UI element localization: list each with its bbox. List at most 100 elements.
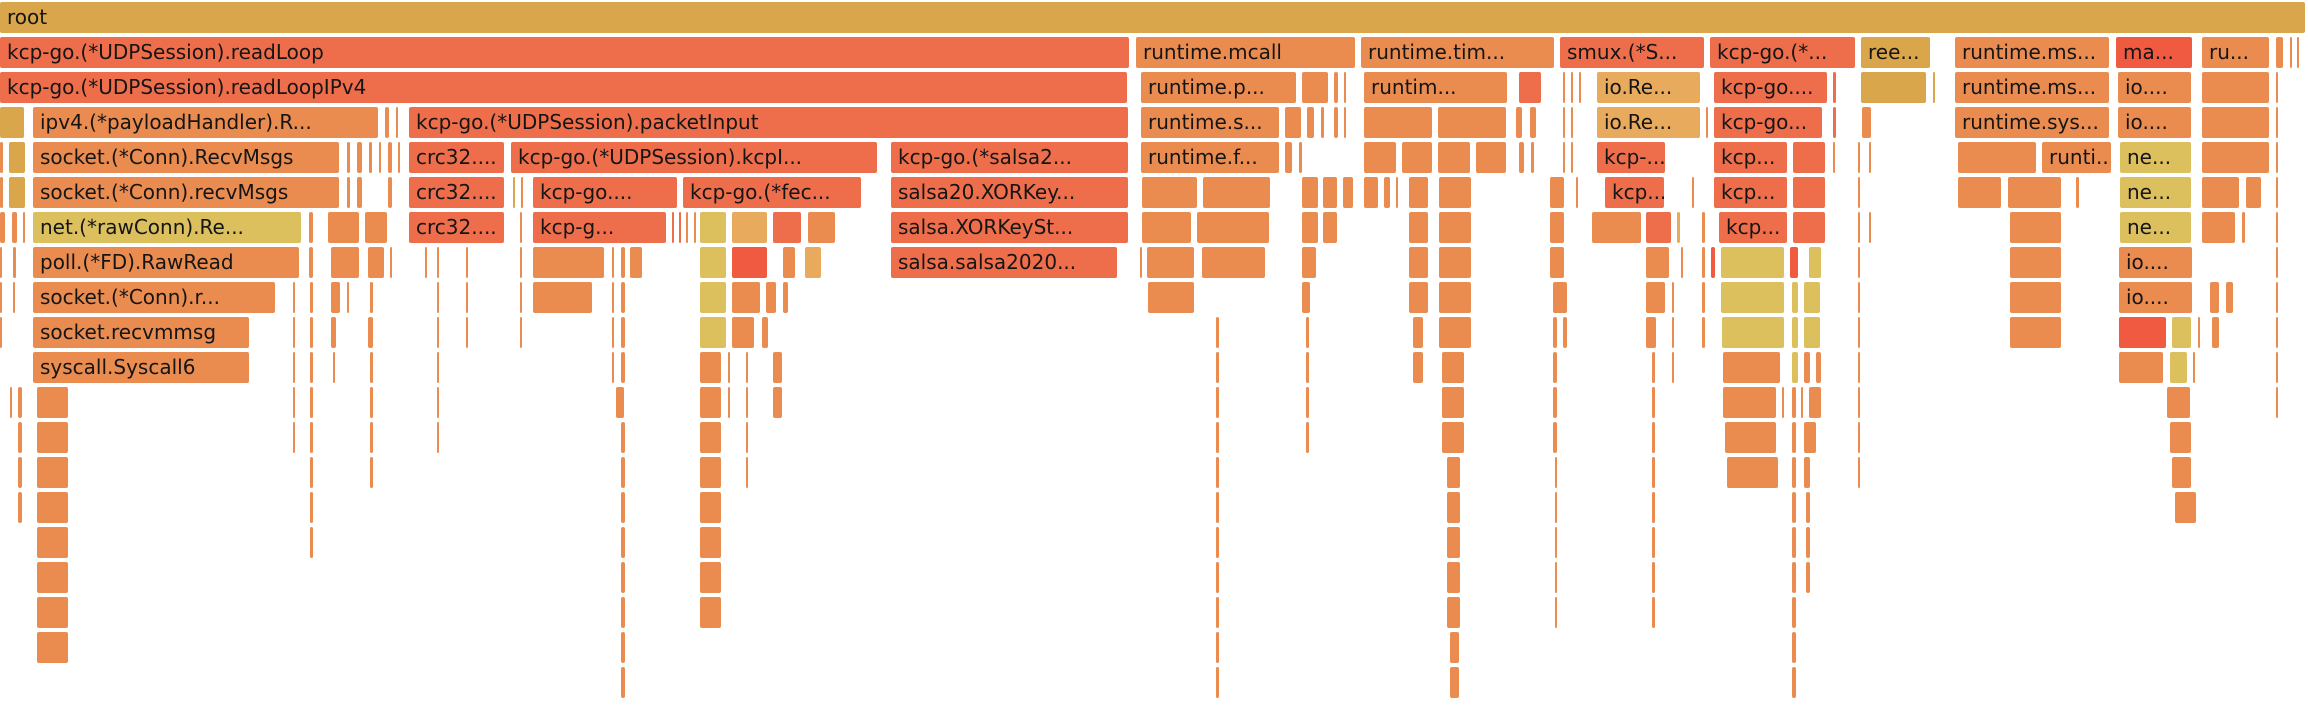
flame-frame[interactable] [1793, 142, 1825, 173]
flame-frame[interactable] [0, 247, 2, 278]
flame-frame[interactable] [18, 387, 22, 418]
flame-frame[interactable] [679, 212, 681, 243]
flame-frame[interactable] [1148, 282, 1194, 313]
flame-frame-runtime-s[interactable]: runtime.s... [1141, 107, 1279, 138]
flame-frame-ree[interactable]: ree... [1861, 37, 1930, 68]
flame-frame[interactable] [1652, 387, 1655, 418]
flame-frame[interactable] [1553, 282, 1567, 313]
flame-frame[interactable] [612, 282, 614, 313]
flame-frame[interactable] [1516, 107, 1522, 138]
flame-frame[interactable] [513, 177, 515, 208]
flame-frame[interactable] [2276, 37, 2283, 68]
flame-frame[interactable] [2290, 37, 2292, 68]
flame-frame-net-rawconn-re[interactable]: net.(*rawConn).Re... [33, 212, 301, 243]
flame-frame[interactable] [1563, 317, 1567, 348]
flame-frame[interactable] [437, 317, 439, 348]
flame-frame[interactable] [1858, 212, 1860, 243]
flame-frame[interactable] [0, 282, 2, 313]
flame-frame[interactable] [1858, 317, 1860, 348]
flame-frame[interactable] [732, 212, 767, 243]
flame-frame-salsa20-xorkey[interactable]: salsa20.XORKey... [891, 177, 1128, 208]
flame-frame[interactable] [1858, 457, 1860, 488]
flame-frame[interactable] [1216, 387, 1219, 418]
flame-frame[interactable] [2276, 282, 2278, 313]
flame-frame[interactable] [379, 142, 381, 173]
flame-frame[interactable] [773, 212, 801, 243]
flame-frame[interactable] [1285, 107, 1301, 138]
flame-frame[interactable] [672, 212, 674, 243]
flame-frame[interactable] [293, 387, 295, 418]
flame-frame[interactable] [2276, 212, 2278, 243]
flame-frame-poll-fd-rawread[interactable]: poll.(*FD).RawRead [33, 247, 299, 278]
flame-frame[interactable] [2202, 177, 2239, 208]
flame-frame[interactable] [1721, 247, 1784, 278]
flame-frame[interactable] [808, 212, 835, 243]
flame-frame[interactable] [1334, 72, 1338, 103]
flame-frame[interactable] [621, 282, 625, 313]
flame-frame[interactable] [18, 422, 22, 453]
flame-frame[interactable] [1142, 212, 1191, 243]
flame-frame[interactable] [1442, 422, 1464, 453]
flame-frame[interactable] [1550, 177, 1564, 208]
flame-frame[interactable] [1203, 177, 1270, 208]
flame-frame[interactable] [2076, 177, 2079, 208]
flame-frame[interactable] [700, 247, 726, 278]
flame-frame[interactable] [331, 317, 336, 348]
flame-frame[interactable] [520, 247, 522, 278]
flame-frame[interactable] [1197, 212, 1269, 243]
flame-frame[interactable] [1216, 352, 1219, 383]
flame-frame[interactable] [37, 632, 68, 663]
flame-frame-io[interactable]: io.... [2119, 247, 2192, 278]
flame-frame-io[interactable]: io.... [2119, 282, 2192, 313]
flame-frame[interactable] [1438, 107, 1506, 138]
flame-frame[interactable] [1792, 422, 1796, 453]
flame-frame[interactable] [10, 387, 12, 418]
flame-frame[interactable] [1571, 72, 1573, 103]
flame-frame[interactable] [1571, 107, 1573, 138]
flame-frame[interactable] [466, 317, 468, 348]
flame-frame[interactable] [732, 247, 767, 278]
flame-frame-salsa-salsa2020[interactable]: salsa.salsa2020... [891, 247, 1117, 278]
flame-frame[interactable] [370, 352, 373, 383]
flame-frame[interactable] [1334, 107, 1338, 138]
flame-frame-ne[interactable]: ne... [2120, 177, 2191, 208]
flame-frame[interactable] [1816, 352, 1821, 383]
flame-frame[interactable] [621, 597, 625, 628]
flame-frame[interactable] [1723, 352, 1780, 383]
flame-frame[interactable] [1555, 597, 1557, 628]
flame-frame[interactable] [1384, 177, 1390, 208]
flame-frame[interactable] [1519, 142, 1524, 173]
flame-frame[interactable] [2175, 492, 2196, 523]
flame-frame[interactable] [2202, 142, 2269, 173]
flame-frame[interactable] [1809, 247, 1821, 278]
flame-frame[interactable] [37, 597, 68, 628]
flame-frame[interactable] [1476, 142, 1506, 173]
flame-frame[interactable] [1553, 352, 1557, 383]
flame-frame-crc32[interactable]: crc32.... [409, 177, 504, 208]
flame-frame[interactable] [1142, 177, 1197, 208]
flame-frame-io[interactable]: io.... [2118, 107, 2191, 138]
flame-frame[interactable] [1681, 247, 1683, 278]
flame-frame[interactable] [1364, 177, 1378, 208]
flame-frame[interactable] [2276, 107, 2278, 138]
flame-frame-kcp-go-udpsession-readloopipv4[interactable]: kcp-go.(*UDPSession).readLoopIPv4 [0, 72, 1127, 103]
flame-frame[interactable] [396, 107, 398, 138]
flame-frame[interactable] [1646, 282, 1665, 313]
flame-frame-io-re[interactable]: io.Re... [1597, 107, 1700, 138]
flame-frame[interactable] [331, 247, 359, 278]
flame-frame[interactable] [1869, 142, 1871, 173]
flame-frame[interactable] [357, 142, 362, 173]
flame-frame[interactable] [1792, 352, 1798, 383]
flame-frame[interactable] [783, 247, 795, 278]
flame-frame[interactable] [1409, 212, 1428, 243]
flame-frame[interactable] [621, 247, 625, 278]
flame-frame-io-re[interactable]: io.Re... [1597, 72, 1700, 103]
flame-frame[interactable] [1672, 352, 1674, 383]
flame-frame[interactable] [1216, 597, 1219, 628]
flame-frame[interactable] [0, 212, 5, 243]
flame-frame-ipv4-payloadhandler-r[interactable]: ipv4.(*payloadHandler).R... [33, 107, 378, 138]
flame-frame[interactable] [766, 282, 776, 313]
flame-frame[interactable] [1862, 107, 1871, 138]
flame-frame[interactable] [347, 282, 349, 313]
flame-frame[interactable] [612, 247, 614, 278]
